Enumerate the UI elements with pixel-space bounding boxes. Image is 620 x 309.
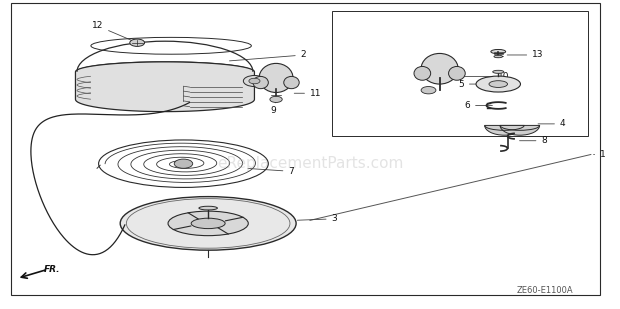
- Text: 3: 3: [298, 214, 337, 223]
- Text: 2: 2: [229, 50, 306, 61]
- Text: eReplacementParts.com: eReplacementParts.com: [217, 156, 403, 171]
- Ellipse shape: [168, 211, 248, 236]
- Text: 4: 4: [538, 119, 565, 128]
- Wedge shape: [485, 125, 524, 135]
- Text: 9: 9: [270, 101, 276, 115]
- Circle shape: [243, 75, 265, 87]
- Ellipse shape: [476, 76, 520, 92]
- Ellipse shape: [77, 62, 253, 82]
- Ellipse shape: [253, 76, 268, 89]
- Ellipse shape: [284, 76, 299, 89]
- Circle shape: [130, 39, 144, 46]
- Ellipse shape: [494, 55, 503, 58]
- Ellipse shape: [448, 66, 465, 80]
- Text: 11: 11: [294, 89, 322, 98]
- Ellipse shape: [489, 81, 508, 87]
- Text: 1: 1: [593, 150, 606, 159]
- Circle shape: [174, 159, 193, 168]
- Circle shape: [270, 96, 282, 103]
- Ellipse shape: [120, 197, 296, 250]
- Ellipse shape: [493, 70, 504, 73]
- Ellipse shape: [414, 66, 431, 80]
- Ellipse shape: [491, 49, 506, 54]
- Text: 13: 13: [507, 50, 544, 59]
- Polygon shape: [76, 62, 254, 112]
- Bar: [332, 11, 588, 136]
- Text: 7: 7: [248, 167, 294, 176]
- Wedge shape: [500, 125, 539, 135]
- Text: 5: 5: [458, 80, 486, 89]
- Text: 10: 10: [461, 72, 510, 81]
- Text: 6: 6: [464, 101, 492, 110]
- Text: FR.: FR.: [43, 265, 60, 274]
- Ellipse shape: [259, 63, 293, 92]
- Circle shape: [249, 78, 260, 84]
- Text: 12: 12: [92, 21, 135, 42]
- Ellipse shape: [421, 53, 458, 84]
- Text: ZE60-E1100A: ZE60-E1100A: [516, 286, 574, 295]
- Ellipse shape: [199, 206, 218, 210]
- Ellipse shape: [191, 218, 225, 229]
- Text: 8: 8: [520, 136, 547, 145]
- Circle shape: [421, 87, 436, 94]
